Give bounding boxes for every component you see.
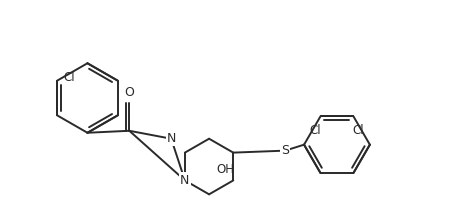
- Text: N: N: [180, 174, 190, 187]
- Text: N: N: [167, 132, 176, 145]
- Text: Cl: Cl: [352, 124, 364, 137]
- Text: Cl: Cl: [310, 124, 321, 137]
- Text: OH: OH: [216, 163, 234, 176]
- Text: Cl: Cl: [64, 71, 76, 84]
- Text: O: O: [124, 86, 134, 99]
- Text: S: S: [281, 144, 289, 157]
